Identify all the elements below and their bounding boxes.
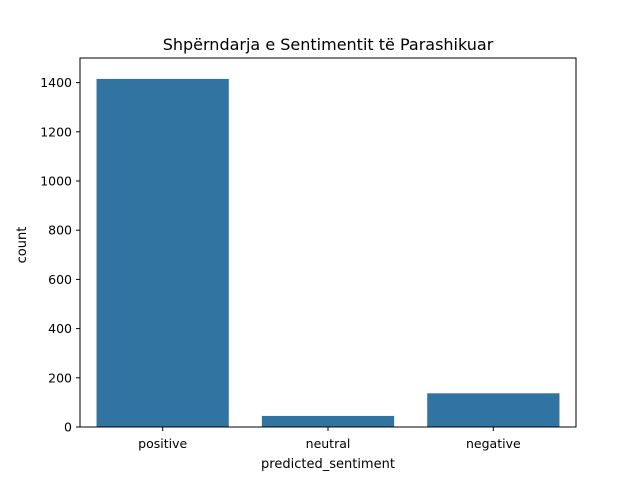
y-tick-label: 600 — [48, 272, 72, 287]
y-tick-label: 0 — [64, 420, 72, 435]
x-tick-label: negative — [466, 436, 521, 451]
y-tick-label: 1000 — [40, 174, 72, 189]
bars-group — [96, 78, 560, 427]
y-tick-label: 200 — [48, 370, 72, 385]
bar-negative — [427, 393, 560, 427]
bar-positive — [96, 78, 229, 427]
x-axis-label: predicted_sentiment — [261, 457, 395, 472]
y-tick-label: 1200 — [40, 124, 72, 139]
y-axis-ticks: 0 200 400 600 800 1000 1200 1400 — [40, 75, 80, 435]
x-tick-label: neutral — [306, 436, 351, 451]
x-axis-ticks: positive neutral negative — [138, 427, 521, 451]
plot-frame — [79, 57, 577, 428]
y-tick-label: 1400 — [40, 75, 72, 90]
bar-neutral — [261, 415, 395, 427]
y-tick-label: 400 — [48, 321, 72, 336]
y-tick-label: 800 — [48, 223, 72, 238]
y-axis-label: count — [15, 227, 30, 264]
x-tick-label: positive — [138, 436, 187, 451]
chart-title: Shpërndarja e Sentimentit të Parashikuar — [163, 35, 494, 54]
